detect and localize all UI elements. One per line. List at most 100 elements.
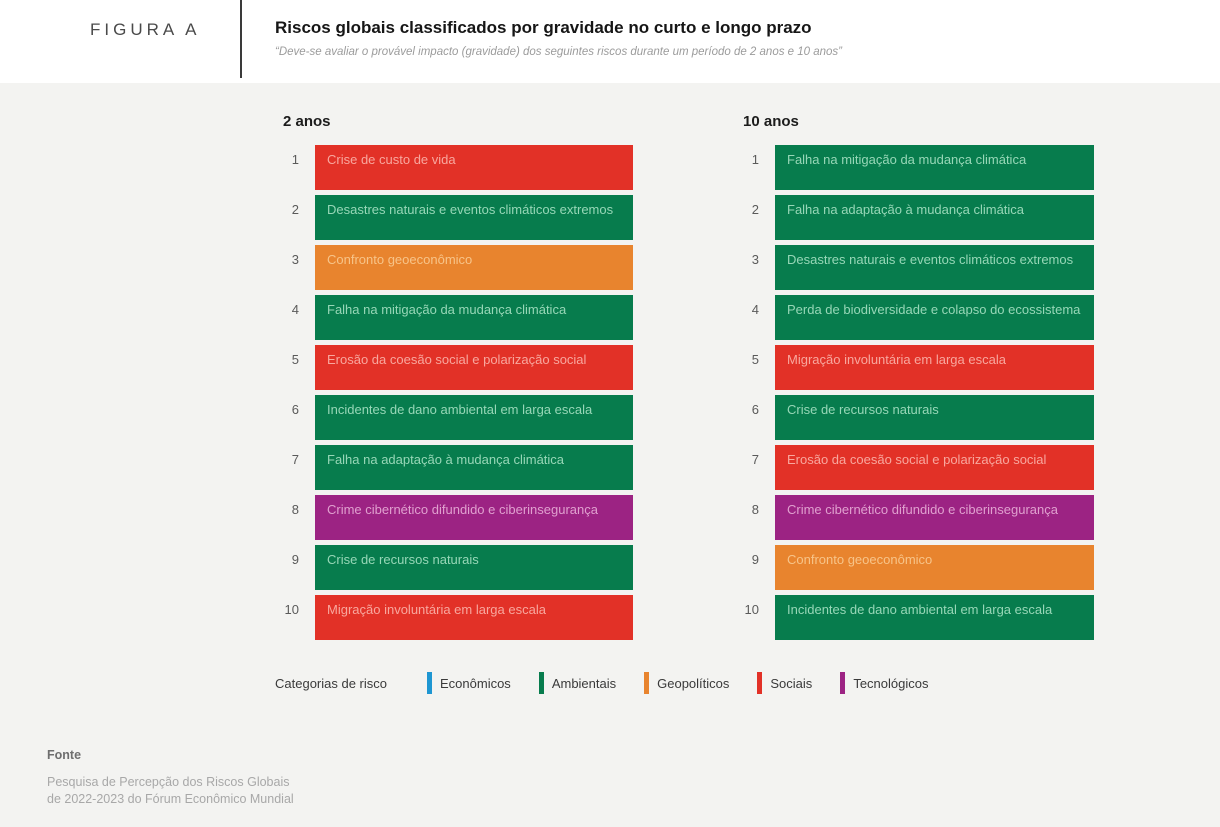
risk-label: Migração involuntária em larga escala [787, 352, 1006, 367]
table-row: 8 Crime cibernético difundido e ciberins… [275, 495, 633, 540]
risk-bar: Confronto geoeconômico [775, 545, 1094, 590]
risk-bar: Crise de recursos naturais [775, 395, 1094, 440]
risk-bar: Crime cibernético difundido e ciberinseg… [775, 495, 1094, 540]
table-row: 1 Falha na mitigação da mudança climátic… [735, 145, 1094, 190]
risk-bar: Falha na adaptação à mudança climática [775, 195, 1094, 240]
table-row: 10 Migração involuntária em larga escala [275, 595, 633, 640]
risk-bar: Perda de biodiversidade e colapso do eco… [775, 295, 1094, 340]
table-row: 7 Falha na adaptação à mudança climática [275, 445, 633, 490]
risk-label: Migração involuntária em larga escala [327, 602, 546, 617]
column-header-2-anos: 2 anos [283, 113, 331, 130]
risk-bar: Falha na adaptação à mudança climática [315, 445, 633, 490]
table-row: 9 Confronto geoeconômico [735, 545, 1094, 590]
table-row: 7 Erosão da coesão social e polarização … [735, 445, 1094, 490]
figure-label: FIGURA A [90, 20, 201, 39]
figure-header: FIGURA A Riscos globais classificados po… [0, 0, 1220, 83]
chart-title: Riscos globais classificados por gravida… [275, 18, 812, 37]
legend-item-geopoliticos: Geopolíticos [644, 672, 729, 694]
legend-title: Categorias de risco [275, 675, 387, 691]
table-row: 9 Crise de recursos naturais [275, 545, 633, 590]
risk-label: Perda de biodiversidade e colapso do eco… [787, 302, 1081, 317]
rank-number: 5 [291, 352, 299, 367]
risk-bar: Incidentes de dano ambiental em larga es… [775, 595, 1094, 640]
ranking-rows: 1 Crise de custo de vida 2 Desastres nat… [275, 145, 633, 640]
risk-bar: Crime cibernético difundido e ciberinseg… [315, 495, 633, 540]
ranking-column-10-anos: 10 anos 1 Falha na mitigação da mudança … [735, 112, 1094, 640]
risk-bar: Erosão da coesão social e polarização so… [775, 445, 1094, 490]
table-row: 3 Confronto geoeconômico [275, 245, 633, 290]
rank-number: 10 [284, 602, 299, 617]
risk-label: Desastres naturais e eventos climáticos … [787, 252, 1074, 267]
risk-label: Incidentes de dano ambiental em larga es… [327, 402, 593, 417]
rank-number: 1 [291, 152, 299, 167]
chart-subtitle: “Deve-se avaliar o provável impacto (gra… [275, 46, 843, 58]
risk-label: Falha na mitigação da mudança climática [787, 152, 1027, 167]
rank-number: 10 [744, 602, 759, 617]
risk-bar: Falha na mitigação da mudança climática [315, 295, 633, 340]
rank-number: 4 [751, 302, 759, 317]
legend-item-economicos: Econômicos [427, 672, 511, 694]
rank-number: 9 [291, 552, 299, 567]
table-row: 5 Migração involuntária em larga escala [735, 345, 1094, 390]
table-row: 2 Desastres naturais e eventos climático… [275, 195, 633, 240]
rank-number: 8 [751, 502, 759, 517]
rank-number: 2 [291, 202, 299, 217]
risk-label: Incidentes de dano ambiental em larga es… [787, 602, 1053, 617]
header-divider [240, 0, 242, 78]
legend-label: Econômicos [440, 675, 511, 691]
table-row: 5 Erosão da coesão social e polarização … [275, 345, 633, 390]
table-row: 2 Falha na adaptação à mudança climática [735, 195, 1094, 240]
legend: Categorias de risco Econômicos Ambientai… [275, 672, 956, 694]
ranking-column-2-anos: 2 anos 1 Crise de custo de vida 2 Desast… [275, 112, 633, 640]
table-row: 4 Falha na mitigação da mudança climátic… [275, 295, 633, 340]
risk-label: Erosão da coesão social e polarização so… [327, 352, 587, 367]
column-header-10-anos: 10 anos [743, 113, 799, 130]
category-swatch-economicos [427, 672, 432, 694]
table-row: 1 Crise de custo de vida [275, 145, 633, 190]
risk-bar: Desastres naturais e eventos climáticos … [315, 195, 633, 240]
table-row: 6 Crise de recursos naturais [735, 395, 1094, 440]
risk-label: Confronto geoeconômico [327, 252, 473, 267]
risk-bar: Erosão da coesão social e polarização so… [315, 345, 633, 390]
table-row: 3 Desastres naturais e eventos climático… [735, 245, 1094, 290]
risk-label: Confronto geoeconômico [787, 552, 933, 567]
rank-number: 7 [751, 452, 759, 467]
risk-label: Crise de recursos naturais [787, 402, 939, 417]
legend-item-tecnologicos: Tecnológicos [840, 672, 928, 694]
risk-bar: Migração involuntária em larga escala [775, 345, 1094, 390]
legend-item-ambientais: Ambientais [538, 672, 617, 694]
legend-label: Sociais [770, 675, 813, 691]
source-heading: Fonte [47, 748, 82, 762]
rank-number: 9 [751, 552, 759, 567]
risk-label: Falha na adaptação à mudança climática [787, 202, 1025, 217]
source-line-1: Pesquisa de Percepção dos Riscos Globais [47, 775, 290, 789]
risk-label: Erosão da coesão social e polarização so… [787, 452, 1047, 467]
source-block: Fonte Pesquisa de Percepção dos Riscos G… [47, 748, 294, 808]
risk-label: Crise de custo de vida [327, 152, 456, 167]
risk-label: Crime cibernético difundido e ciberinseg… [327, 502, 598, 517]
table-row: 4 Perda de biodiversidade e colapso do e… [735, 295, 1094, 340]
rank-number: 3 [291, 252, 299, 267]
rank-number: 7 [291, 452, 299, 467]
table-row: 6 Incidentes de dano ambiental em larga … [275, 395, 633, 440]
category-swatch-tecnologicos [840, 672, 846, 694]
source-line-2: de 2022-2023 do Fórum Econômico Mundial [47, 792, 294, 806]
category-swatch-geopoliticos [644, 672, 650, 694]
rank-number: 2 [751, 202, 759, 217]
risk-label: Falha na mitigação da mudança climática [327, 302, 567, 317]
legend-label: Tecnológicos [853, 675, 929, 691]
risk-bar: Migração involuntária em larga escala [315, 595, 633, 640]
rank-number: 6 [291, 402, 299, 417]
risk-label: Desastres naturais e eventos climáticos … [327, 202, 614, 217]
risk-bar: Confronto geoeconômico [315, 245, 633, 290]
ranking-rows: 1 Falha na mitigação da mudança climátic… [735, 145, 1094, 640]
rank-number: 6 [751, 402, 759, 417]
risk-bar: Crise de recursos naturais [315, 545, 633, 590]
risk-label: Crime cibernético difundido e ciberinseg… [787, 502, 1058, 517]
table-row: 10 Incidentes de dano ambiental em larga… [735, 595, 1094, 640]
legend-label: Ambientais [551, 675, 617, 691]
category-swatch-sociais [757, 672, 763, 694]
rank-number: 8 [291, 502, 299, 517]
table-row: 8 Crime cibernético difundido e ciberins… [735, 495, 1094, 540]
